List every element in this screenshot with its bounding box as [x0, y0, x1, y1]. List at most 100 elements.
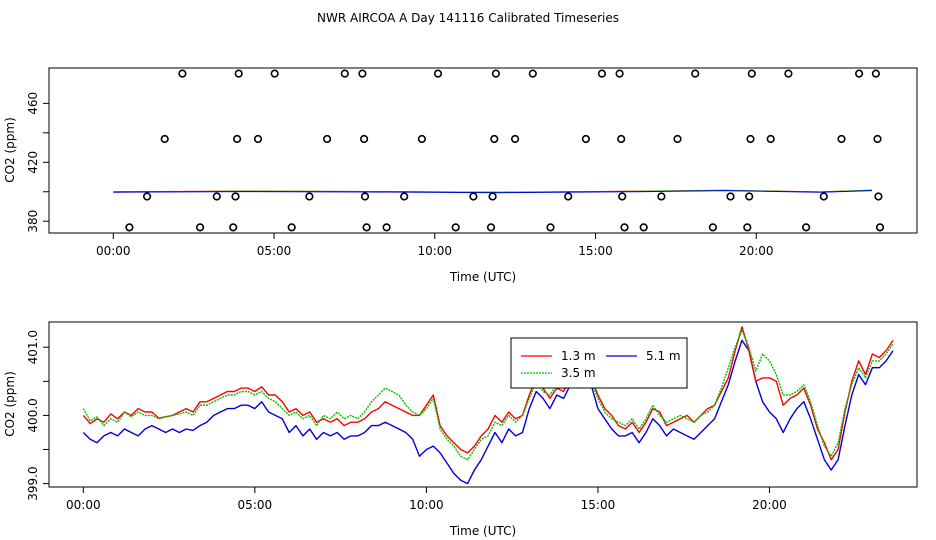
bottom-panel-x-tick-label: 10:00: [409, 498, 444, 512]
reference-point: [178, 69, 187, 78]
reference-point: [726, 192, 735, 201]
reference-point: [819, 192, 828, 201]
bottom-panel-x-title: Time (UTC): [449, 524, 516, 538]
top-panel-x-tick-label: 05:00: [257, 244, 292, 258]
reference-point: [766, 134, 775, 144]
reference-point: [212, 192, 221, 201]
reference-point: [747, 69, 756, 78]
series-line-5-1-m: [82, 339, 894, 485]
bottom-panel-y-axis: 399.0 400.0 401.0: [26, 330, 49, 501]
top-panel-x-tick-label: 10:00: [417, 244, 452, 258]
reference-point: [639, 223, 648, 232]
bottom-panel-y-title: CO2 (ppm): [3, 371, 17, 437]
reference-point: [564, 192, 573, 201]
reference-point: [486, 223, 496, 232]
reference-point: [400, 192, 409, 201]
reference-point: [270, 69, 279, 78]
top-panel-x-tick-label: 15:00: [578, 244, 613, 258]
reference-point: [510, 134, 520, 144]
top-panel-x-tick-label: 00:00: [96, 244, 131, 258]
reference-point: [691, 69, 700, 78]
legend-label-1-3m: 1.3 m: [561, 349, 596, 363]
reference-point: [451, 223, 460, 232]
reference-point: [488, 192, 497, 201]
series-line-3-5-m: [82, 329, 894, 461]
reference-point: [615, 69, 624, 78]
top-panel-frame: [48, 67, 918, 234]
reference-point: [253, 134, 263, 144]
reference-point: [784, 69, 793, 78]
reference-point: [362, 223, 371, 232]
reference-point: [143, 192, 152, 201]
reference-point: [873, 134, 882, 144]
reference-point: [231, 192, 240, 201]
legend-box: [510, 337, 688, 389]
reference-point: [490, 134, 499, 144]
reference-point: [875, 223, 885, 232]
reference-point: [491, 69, 501, 78]
reference-point: [874, 192, 883, 201]
bottom-panel-y-tick-label: 401.0: [26, 330, 40, 364]
reference-point: [305, 192, 314, 201]
reference-point: [708, 223, 718, 232]
reference-point: [233, 134, 242, 144]
reference-point: [673, 134, 682, 144]
reference-point: [287, 223, 296, 232]
top-panel: 00:00 05:00 10:00 15:00 20:00 380 420 460 Time…: [3, 67, 918, 284]
reference-point: [657, 192, 666, 201]
bottom-panel-y-tick-label: 399.0: [26, 466, 40, 500]
reference-point: [617, 134, 626, 144]
figure-title: NWR AIRCOA A Day 141116 Calibrated Times…: [317, 11, 619, 25]
top-panel-series: [113, 189, 873, 194]
reference-point: [358, 69, 367, 78]
reference-point: [618, 192, 627, 201]
reference-point: [528, 69, 537, 78]
reference-point: [229, 223, 238, 232]
reference-point: [125, 223, 134, 232]
reference-point: [546, 223, 555, 232]
reference-point: [360, 134, 369, 144]
reference-point: [620, 223, 629, 232]
top-panel-y-tick-label: 380: [26, 210, 40, 233]
reference-point: [160, 134, 169, 144]
bottom-panel-x-tick-label: 20:00: [752, 498, 787, 512]
reference-point: [745, 192, 754, 201]
legend-label-5-1m: 5.1 m: [646, 349, 681, 363]
reference-point: [871, 69, 881, 78]
top-panel-y-axis: 380 420 460: [26, 92, 49, 233]
bottom-panel-x-axis: 00:00 05:00 10:00 15:00 20:00: [66, 487, 787, 512]
top-panel-y-tick-label: 460: [26, 92, 40, 115]
reference-point: [323, 134, 332, 144]
bottom-panel-x-tick-label: 15:00: [581, 498, 616, 512]
bottom-panel-x-tick-label: 00:00: [66, 498, 101, 512]
bottom-panel-frame: [48, 321, 918, 488]
reference-point: [196, 223, 205, 232]
bottom-panel-series: [82, 326, 894, 485]
top-panel-y-tick-label: 420: [26, 151, 40, 174]
reference-point: [340, 69, 349, 78]
top-panel-points: [125, 69, 885, 232]
reference-point: [382, 223, 391, 232]
top-panel-y-title: CO2 (ppm): [3, 117, 17, 183]
reference-point: [746, 134, 755, 144]
bottom-panel-y-tick-label: 400.0: [26, 398, 40, 432]
reference-point: [743, 223, 752, 232]
reference-point: [360, 192, 370, 201]
bottom-panel: 00:00 05:00 10:00 15:00 20:00 399.0 400.0 401.…: [3, 321, 918, 538]
top-panel-x-title: Time (UTC): [449, 270, 516, 284]
top-series-5-1-m: [113, 190, 873, 194]
reference-point: [417, 134, 427, 144]
legend: 1.3 m 5.1 m 3.5 m: [510, 337, 688, 389]
reference-point: [469, 192, 478, 201]
reference-point: [854, 69, 864, 78]
legend-label-3-5m: 3.5 m: [561, 366, 596, 380]
reference-point: [234, 69, 243, 78]
series-line-1-3-m: [82, 326, 894, 461]
reference-point: [433, 69, 443, 78]
reference-point: [581, 134, 591, 144]
top-panel-x-tick-label: 20:00: [739, 244, 774, 258]
reference-point: [801, 223, 811, 232]
reference-point: [597, 69, 607, 78]
